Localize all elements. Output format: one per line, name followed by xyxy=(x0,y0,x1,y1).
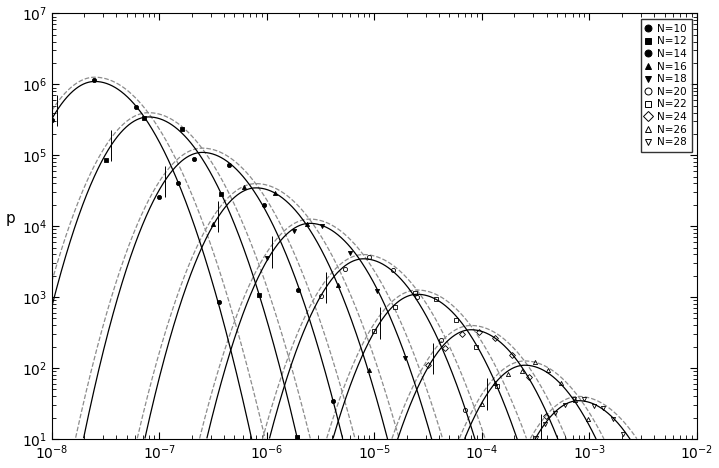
Y-axis label: p: p xyxy=(6,211,15,226)
Legend: N=10, N=12, N=14, N=16, N=18, N=20, N=22, N=24, N=26, N=28: N=10, N=12, N=14, N=16, N=18, N=20, N=22… xyxy=(641,19,692,153)
